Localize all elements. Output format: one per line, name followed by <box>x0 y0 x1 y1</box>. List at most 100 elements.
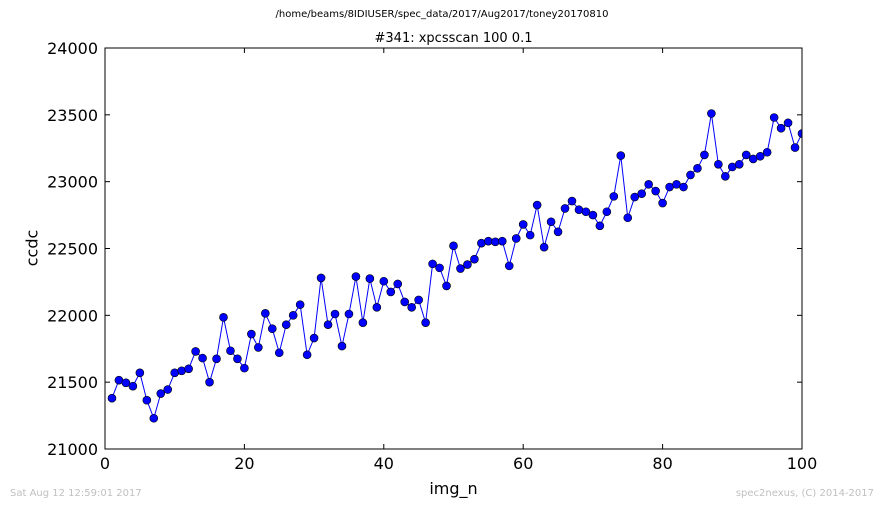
plot-marks <box>107 109 802 423</box>
data-point <box>219 313 228 322</box>
data-point <box>428 259 437 269</box>
data-point <box>393 279 403 289</box>
data-point <box>309 333 319 343</box>
data-point <box>240 363 249 373</box>
x-tick-label: 80 <box>652 454 672 473</box>
data-point <box>762 147 772 157</box>
data-point <box>449 241 458 251</box>
data-point <box>693 164 702 173</box>
y-tick-label: 23500 <box>47 106 98 125</box>
data-point <box>295 300 305 309</box>
data-point <box>135 368 145 378</box>
data-point <box>769 113 779 122</box>
data-point <box>337 341 347 351</box>
y-tick-label: 23000 <box>47 173 98 192</box>
data-point <box>184 364 193 374</box>
data-point <box>254 343 263 352</box>
data-point <box>679 182 688 192</box>
data-point <box>658 198 667 208</box>
data-point <box>421 318 430 327</box>
data-point <box>463 260 472 269</box>
data-point <box>616 151 626 160</box>
data-point <box>316 273 326 283</box>
data-point <box>400 297 410 307</box>
data-point <box>783 118 793 128</box>
data-point <box>497 236 507 246</box>
data-point <box>212 354 221 364</box>
x-tick-label: 100 <box>787 454 818 473</box>
data-point <box>567 196 577 206</box>
data-point <box>456 264 465 273</box>
data-point <box>741 150 751 160</box>
data-point <box>546 217 556 227</box>
data-point <box>386 287 396 297</box>
data-point <box>797 129 802 138</box>
data-point <box>518 220 528 229</box>
data-point <box>755 151 765 161</box>
timestamp: Sat Aug 12 12:59:01 2017 <box>10 488 142 499</box>
data-point <box>637 189 646 198</box>
data-point <box>267 324 277 334</box>
data-point <box>163 385 173 394</box>
data-point <box>344 309 354 319</box>
x-axis-label: img_n <box>429 479 478 498</box>
data-point <box>198 353 207 363</box>
data-point <box>156 389 166 398</box>
x-tick-label: 0 <box>100 454 110 473</box>
data-point <box>714 159 723 169</box>
data-point <box>274 348 284 358</box>
data-point <box>233 354 242 364</box>
data-point <box>226 346 235 356</box>
x-axis: 0 20 40 60 80 100 <box>100 48 817 473</box>
data-point <box>205 377 214 387</box>
x-tick-label: 60 <box>513 454 533 473</box>
data-point <box>288 311 298 320</box>
data-point <box>323 320 333 329</box>
data-point <box>142 395 152 405</box>
y-axis: 21000 21500 22000 22500 23000 23500 24000 <box>47 39 802 459</box>
data-point <box>588 210 598 220</box>
data-point <box>247 329 256 339</box>
data-point <box>560 204 570 213</box>
y-tick-label: 22500 <box>47 240 98 259</box>
data-point <box>351 272 361 281</box>
x-tick-label: 20 <box>234 454 254 473</box>
credit: spec2nexus, (C) 2014-2017 <box>735 488 874 499</box>
data-point <box>776 123 786 133</box>
data-point <box>261 309 270 318</box>
data-point <box>442 281 451 291</box>
data-point <box>539 242 549 252</box>
data-point <box>330 309 340 319</box>
data-point <box>686 170 695 180</box>
data-point <box>707 109 716 118</box>
data-point <box>149 413 159 423</box>
data-point <box>470 254 479 264</box>
data-point <box>358 318 368 327</box>
data-point <box>435 263 444 273</box>
x-tick-label: 40 <box>374 454 394 473</box>
data-point <box>281 320 291 329</box>
data-point <box>407 303 416 312</box>
data-point <box>525 230 535 240</box>
data-point <box>595 221 605 231</box>
file-path-title: /home/beams/8IDIUSER/spec_data/2017/Aug2… <box>275 9 609 20</box>
data-point <box>302 350 312 360</box>
data-point <box>553 227 563 237</box>
data-point <box>609 192 619 201</box>
y-tick-label: 21500 <box>47 373 98 392</box>
data-point <box>372 303 382 312</box>
data-point <box>651 186 660 196</box>
data-point <box>644 180 653 189</box>
data-point <box>379 276 389 286</box>
data-point <box>365 274 375 283</box>
data-point <box>107 393 117 403</box>
data-point <box>581 207 591 217</box>
data-point <box>734 159 744 169</box>
data-point <box>191 347 200 356</box>
y-tick-label: 22000 <box>47 306 98 325</box>
data-point <box>602 207 612 217</box>
series-group <box>107 109 802 423</box>
chart-title: #341: xpcsscan 100 0.1 <box>374 31 533 46</box>
y-tick-label: 21000 <box>47 440 98 459</box>
series-line <box>111 113 802 420</box>
